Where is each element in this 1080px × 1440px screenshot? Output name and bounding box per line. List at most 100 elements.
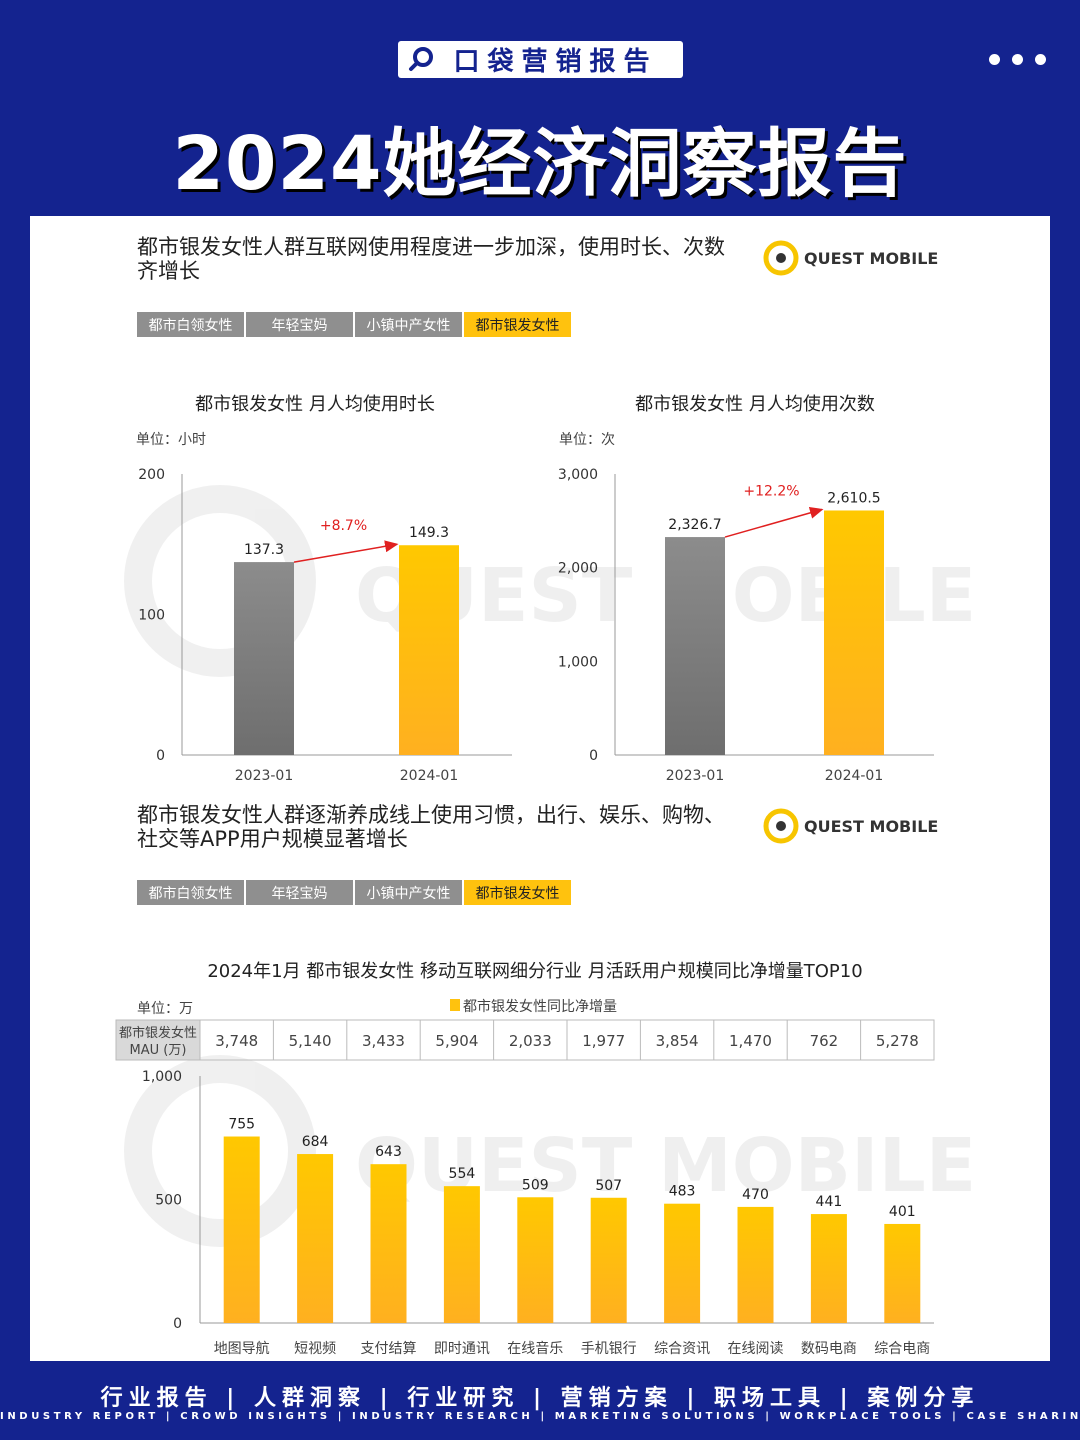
bar-value-label: 2,326.7 <box>668 517 721 533</box>
segment-tab[interactable]: 小镇中产女性 <box>355 312 462 337</box>
y-tick-label: 0 <box>173 1316 182 1332</box>
x-tick-label: 在线音乐 <box>507 1340 563 1357</box>
y-tick-label: 0 <box>156 748 165 764</box>
y-tick-label: 2,000 <box>558 561 598 577</box>
chart3-plot: 都市银发女性 MAU (万) 3,748 5,140 3,433 5,904 2,033 1,… <box>115 1019 935 1357</box>
bar-value-label: 483 <box>669 1184 696 1200</box>
section2-headline-line2: 社交等APP用户规模显著增长 <box>137 827 408 851</box>
logo-dot <box>776 253 786 263</box>
mau-cell: 3,854 <box>656 1032 699 1050</box>
quest-mobile-logo-2: QUEST MOBILE <box>763 808 938 844</box>
x-tick-label: 地图导航 <box>214 1341 270 1357</box>
bar <box>824 510 884 755</box>
segment-tab[interactable]: 年轻宝妈 <box>246 880 353 905</box>
logo-ring <box>763 808 799 844</box>
x-tick-label: 综合资讯 <box>654 1341 710 1357</box>
mau-cell: 3,748 <box>215 1032 258 1050</box>
brand-badge: 口袋营销报告 <box>398 41 683 78</box>
bar <box>590 1197 627 1323</box>
segment-tabs-1: 都市白领女性 年轻宝妈 小镇中产女性 都市银发女性 <box>137 312 571 337</box>
segment-tab-label: 都市白领女性 <box>149 317 233 334</box>
segment-tab[interactable]: 都市银发女性 <box>464 880 571 905</box>
y-tick-label: 100 <box>138 608 165 624</box>
segment-tab-label: 小镇中产女性 <box>367 885 451 902</box>
bar-value-label: 149.3 <box>409 525 449 541</box>
growth-label: +8.7% <box>320 518 367 534</box>
chart1-unit: 单位：小时 <box>136 432 206 448</box>
watermark: QUEST MOBILE <box>124 1055 976 1247</box>
bar-value-label: 507 <box>595 1178 622 1194</box>
bar-value-label: 137.3 <box>244 542 284 558</box>
bar <box>443 1186 480 1323</box>
chart3-title: 2024年1月 都市银发女性 移动互联网细分行业 月活跃用户规模同比净增量TOP… <box>207 961 862 982</box>
chart2-unit: 单位：次 <box>559 432 615 448</box>
bar <box>370 1164 407 1323</box>
x-tick-label: 2024-01 <box>825 768 884 784</box>
y-tick-label: 3,000 <box>558 467 598 483</box>
mau-cell: 5,904 <box>435 1032 478 1050</box>
mau-cell: 5,140 <box>289 1032 332 1050</box>
x-tick-label: 2023-01 <box>235 768 294 784</box>
bar-value-label: 401 <box>889 1204 916 1220</box>
bar <box>664 1203 701 1323</box>
bar-value-label: 755 <box>228 1117 255 1133</box>
segment-tab[interactable]: 都市白领女性 <box>137 880 244 905</box>
y-tick-label: 500 <box>155 1193 182 1209</box>
segment-tab[interactable]: 都市白领女性 <box>137 312 244 337</box>
mau-cell: 1,470 <box>729 1032 772 1050</box>
bar-value-label: 509 <box>522 1177 549 1193</box>
more-dots-icon[interactable] <box>989 54 1046 65</box>
x-tick-label: 在线阅读 <box>728 1340 784 1357</box>
bar <box>399 545 459 755</box>
logo-dot <box>776 821 786 831</box>
footer-categories-en: INDUSTRY REPORT | CROWD INSIGHTS | INDUS… <box>0 1411 1080 1422</box>
bar <box>223 1136 260 1323</box>
segment-tab[interactable]: 小镇中产女性 <box>355 880 462 905</box>
chart2-plot: 0 1,000 2,000 3,000 2,326.7 2023-01 2,610.5 202… <box>558 467 934 784</box>
bar-value-label: 684 <box>302 1134 329 1150</box>
segment-tab-label: 年轻宝妈 <box>272 886 328 902</box>
growth-arrow <box>293 540 399 563</box>
x-tick-label: 即时通讯 <box>434 1341 490 1357</box>
segment-tab-label: 年轻宝妈 <box>272 318 328 334</box>
segment-tab[interactable]: 年轻宝妈 <box>246 312 353 337</box>
segment-tabs-2: 都市白领女性 年轻宝妈 小镇中产女性 都市银发女性 <box>137 880 571 905</box>
quest-mobile-logo: QUEST MOBILE <box>763 240 938 276</box>
bar <box>665 537 725 755</box>
x-tick-label: 2023-01 <box>666 768 725 784</box>
chart3-unit: 单位：万 <box>137 1001 193 1017</box>
x-tick-label: 综合电商 <box>874 1341 930 1357</box>
mau-cell: 3,433 <box>362 1032 405 1050</box>
bar-value-label: 441 <box>816 1194 843 1210</box>
section1-headline-line1: 都市银发女性人群互联网使用程度进一步加深，使用时长、次数 <box>137 235 725 259</box>
y-tick-label: 0 <box>589 748 598 764</box>
x-tick-label: 手机银行 <box>581 1341 637 1357</box>
report-card: 都市银发女性人群互联网使用程度进一步加深，使用时长、次数 QUEST MOBIL… <box>30 216 1050 1361</box>
bar <box>884 1223 921 1323</box>
mau-cell: 5,278 <box>876 1032 919 1050</box>
logo-text: QUEST MOBILE <box>804 817 938 836</box>
segment-tab-label: 都市银发女性 <box>476 317 560 334</box>
card-canvas: 都市银发女性人群互联网使用程度进一步加深，使用时长、次数 QUEST MOBIL… <box>115 235 976 1357</box>
x-tick-label: 支付结算 <box>361 1341 417 1357</box>
bar <box>517 1197 554 1323</box>
chart2-title: 都市银发女性 月人均使用次数 <box>635 394 875 415</box>
magnifier-icon <box>409 47 433 71</box>
bar <box>810 1214 847 1323</box>
mau-table: 都市银发女性 MAU (万) 3,748 5,140 3,433 5,904 2,033 1,… <box>115 1019 935 1061</box>
x-tick-label: 数码电商 <box>801 1341 857 1357</box>
segment-tab-label: 都市白领女性 <box>149 885 233 902</box>
logo-ring <box>763 240 799 276</box>
bar <box>234 562 294 755</box>
growth-arrow <box>724 506 824 538</box>
bar-value-label: 2,610.5 <box>827 490 880 506</box>
chart3-legend-label: 都市银发女性同比净增量 <box>463 998 617 1015</box>
y-tick-label: 1,000 <box>142 1069 182 1085</box>
y-tick-label: 1,000 <box>558 654 598 670</box>
chart1-title: 都市银发女性 月人均使用时长 <box>195 394 435 415</box>
bar-value-label: 554 <box>449 1166 476 1182</box>
x-tick-label: 短视频 <box>294 1341 336 1357</box>
segment-tab[interactable]: 都市银发女性 <box>464 312 571 337</box>
logo-text: QUEST MOBILE <box>804 249 938 268</box>
page-title: 2024她经济洞察报告 <box>172 121 908 207</box>
